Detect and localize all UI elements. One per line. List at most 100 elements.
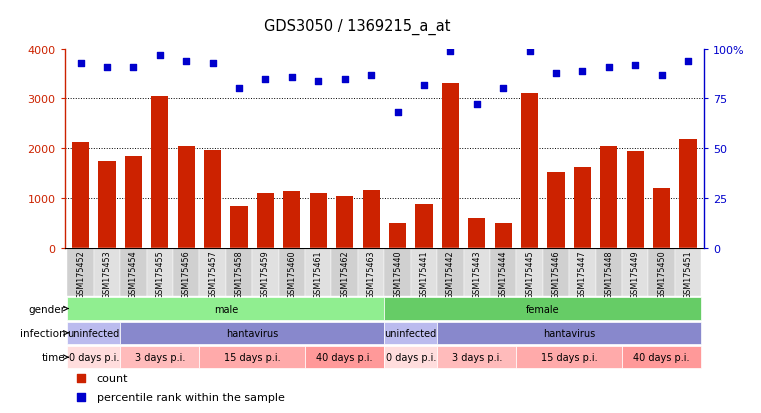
Text: 15 days p.i.: 15 days p.i. — [224, 352, 281, 362]
Text: male: male — [214, 304, 238, 314]
Bar — [675, 248, 702, 297]
Text: GSM175456: GSM175456 — [182, 249, 191, 298]
Bar — [411, 248, 437, 297]
Text: count: count — [97, 373, 128, 383]
Text: GSM175455: GSM175455 — [155, 249, 164, 298]
Bar — [569, 248, 596, 297]
Text: GSM175441: GSM175441 — [419, 249, 428, 298]
Bar — [279, 248, 305, 297]
Text: hantavirus: hantavirus — [226, 328, 279, 338]
Text: GSM175458: GSM175458 — [234, 249, 244, 298]
Bar — [517, 248, 543, 297]
Point — [603, 64, 615, 71]
Text: GSM175451: GSM175451 — [683, 249, 693, 298]
Bar — [495, 223, 511, 248]
Text: GSM175448: GSM175448 — [604, 249, 613, 298]
Bar — [437, 346, 517, 368]
Bar — [648, 248, 675, 297]
Bar — [362, 190, 380, 248]
Bar — [67, 322, 120, 344]
Bar — [600, 146, 617, 248]
Bar — [252, 248, 279, 297]
Point — [365, 72, 377, 78]
Point — [206, 60, 218, 67]
Bar — [94, 248, 120, 297]
Bar — [125, 157, 142, 248]
Point — [286, 74, 298, 81]
Bar — [173, 248, 199, 297]
Bar — [547, 173, 565, 248]
Bar — [98, 161, 116, 248]
Text: 0 days p.i.: 0 days p.i. — [68, 352, 119, 362]
Text: GSM175450: GSM175450 — [658, 249, 666, 298]
Bar — [517, 346, 622, 368]
Bar — [120, 248, 147, 297]
Bar — [310, 194, 327, 248]
Bar — [389, 223, 406, 248]
Bar — [441, 83, 459, 248]
Text: GDS3050 / 1369215_a_at: GDS3050 / 1369215_a_at — [264, 19, 451, 35]
Text: GSM175461: GSM175461 — [314, 249, 323, 298]
Text: GSM175449: GSM175449 — [631, 249, 640, 298]
Bar — [384, 298, 702, 320]
Text: GSM175444: GSM175444 — [498, 249, 508, 298]
Text: GSM175446: GSM175446 — [552, 249, 561, 298]
Bar — [416, 204, 432, 248]
Bar — [231, 206, 247, 248]
Bar — [147, 248, 173, 297]
Bar — [680, 140, 696, 248]
Point — [444, 48, 457, 55]
Point — [629, 62, 642, 69]
Text: GSM175460: GSM175460 — [288, 249, 296, 298]
Point — [682, 58, 694, 65]
Point — [75, 394, 87, 400]
Text: 3 days p.i.: 3 days p.i. — [135, 352, 185, 362]
Text: 40 days p.i.: 40 days p.i. — [633, 352, 690, 362]
Point — [524, 48, 536, 55]
Point — [154, 52, 166, 59]
Text: uninfected: uninfected — [68, 328, 120, 338]
Point — [260, 76, 272, 83]
Bar — [384, 248, 411, 297]
Text: GSM175462: GSM175462 — [340, 249, 349, 298]
Bar — [622, 248, 648, 297]
Point — [497, 86, 509, 93]
Bar — [257, 194, 274, 248]
Bar — [437, 248, 463, 297]
Text: GSM175459: GSM175459 — [261, 249, 270, 298]
Text: infection: infection — [20, 328, 65, 338]
Bar — [283, 192, 301, 248]
Point — [101, 64, 113, 71]
Bar — [151, 97, 168, 248]
Point — [312, 78, 324, 85]
Text: GSM175454: GSM175454 — [129, 249, 138, 298]
Bar — [177, 147, 195, 248]
Point — [233, 86, 245, 93]
Text: female: female — [526, 304, 559, 314]
Point — [470, 102, 482, 109]
Text: 3 days p.i.: 3 days p.i. — [451, 352, 502, 362]
Bar — [67, 248, 94, 297]
Point — [655, 72, 667, 78]
Point — [180, 58, 193, 65]
Bar — [358, 248, 384, 297]
Text: gender: gender — [28, 304, 65, 314]
Text: 0 days p.i.: 0 days p.i. — [386, 352, 436, 362]
Text: GSM175457: GSM175457 — [208, 249, 217, 298]
Point — [418, 82, 430, 89]
Text: GSM175453: GSM175453 — [103, 249, 111, 298]
Bar — [120, 322, 384, 344]
Text: time: time — [42, 352, 65, 362]
Point — [75, 60, 87, 67]
Bar — [305, 346, 384, 368]
Bar — [199, 346, 305, 368]
Bar — [226, 248, 252, 297]
Bar — [490, 248, 517, 297]
Bar — [332, 248, 358, 297]
Point — [550, 70, 562, 77]
Bar — [468, 219, 486, 248]
Text: 40 days p.i.: 40 days p.i. — [317, 352, 373, 362]
Text: hantavirus: hantavirus — [543, 328, 595, 338]
Bar — [204, 151, 221, 248]
Bar — [199, 248, 226, 297]
